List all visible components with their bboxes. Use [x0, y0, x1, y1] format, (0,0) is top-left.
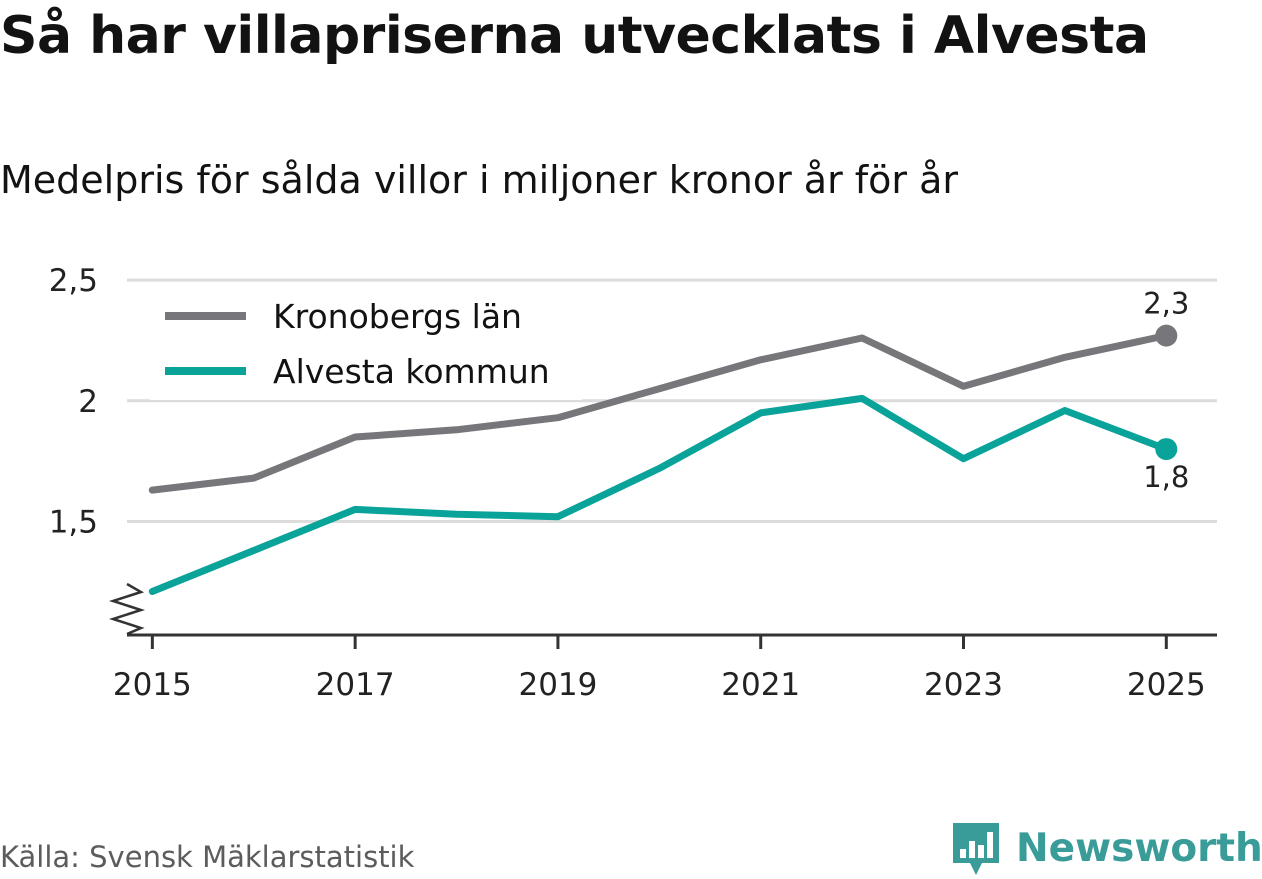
axis-break-zigzag [108, 582, 146, 636]
axis-break-icon [108, 582, 146, 636]
chart-subtitle: Medelpris för sålda villor i miljoner kr… [0, 158, 959, 202]
end-value-label-1: 1,8 [1143, 460, 1189, 494]
series-line-1 [148, 394, 1170, 595]
x-tick-label: 2019 [518, 667, 597, 703]
end-value-label-0: 2,3 [1143, 287, 1189, 321]
end-point-0 [1155, 324, 1178, 347]
end-points: 2,3 1,8 [1143, 287, 1189, 494]
x-tick-label: 2015 [113, 667, 192, 703]
x-tick-label: 2017 [316, 667, 395, 703]
x-axis: 2015 2017 2019 2021 2023 2025 [113, 633, 1217, 703]
y-tick-label: 2,5 [49, 263, 98, 299]
y-tick-label: 1,5 [49, 505, 98, 541]
newsworthy-logo: Newsworthy [950, 818, 1262, 878]
x-tick-label: 2021 [721, 667, 800, 703]
x-tick-label: 2023 [924, 667, 1003, 703]
y-axis-ticks: 1,5 2 2,5 [49, 263, 98, 540]
end-point-1 [1155, 438, 1178, 461]
x-tick-label: 2025 [1127, 667, 1206, 703]
grid-lines [127, 278, 1217, 524]
series-line-0 [148, 332, 1170, 494]
legend-label-alvesta: Alvesta kommun [273, 352, 550, 391]
bar-chart-speech-bubble-icon [953, 823, 999, 875]
chart-title: Så har villapriserna utvecklats i Alvest… [0, 6, 1149, 66]
legend-label-kronobergs: Kronobergs län [273, 297, 522, 336]
brand-name: Newsworthy [1016, 825, 1262, 871]
legend-background [150, 282, 582, 400]
series-lines [148, 332, 1170, 595]
y-tick-label: 2 [78, 384, 98, 420]
source-note: Källa: Svensk Mäklarstatistik [0, 840, 415, 874]
legend: Kronobergs län Alvesta kommun [150, 282, 582, 400]
